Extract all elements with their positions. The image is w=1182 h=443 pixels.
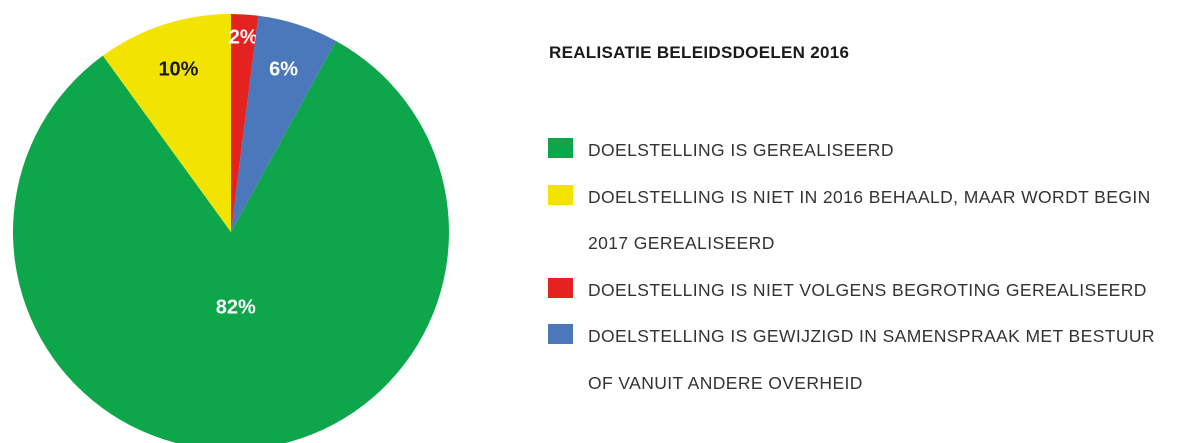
pie-slice [231,14,259,232]
data-label: 10% [158,59,198,81]
legend-label: DOELSTELLING IS GEREALISEERD [588,140,894,160]
pie-slice [231,15,337,233]
pie-chart: 82% 10% 2% 6% [13,14,449,443]
legend-item: DOELSTELLING IS NIET VOLGENS BEGROTING G… [548,267,1178,314]
legend-swatch [548,138,573,158]
data-label: 2% [229,27,258,49]
legend-label: DOELSTELLING IS NIET VOLGENS BEGROTING G… [588,279,1147,300]
legend-item: DOELSTELLING IS NIET IN 2016 BEHAALD, MA… [548,174,1178,267]
data-label: 82% [216,296,256,318]
legend-label: DOELSTELLING IS NIET IN 2016 BEHAALD, MA… [588,186,1151,254]
legend: DOELSTELLING IS GEREALISEERD DOELSTELLING… [548,127,1178,406]
chart-title: REALISATIE BELEIDSDOELEN 2016 [549,43,850,62]
legend-item: DOELSTELLING IS GEREALISEERD [548,127,1178,174]
legend-swatch [548,277,573,298]
legend-label: DOELSTELLING IS GEWIJZIGD IN SAMENSPRAAK… [588,326,1155,393]
pie-slice [13,40,449,443]
legend-swatch [548,324,573,344]
data-label: 6% [269,59,298,81]
legend-swatch [548,184,573,205]
pie-slice [102,14,231,232]
legend-item: DOELSTELLING IS GEWIJZIGD IN SAMENSPRAAK… [548,313,1178,406]
